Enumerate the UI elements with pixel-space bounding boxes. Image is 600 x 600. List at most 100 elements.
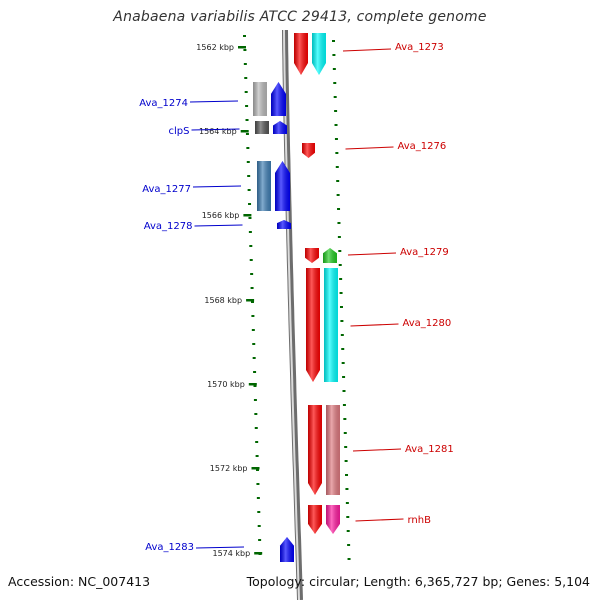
minor-tick-right bbox=[343, 432, 347, 434]
minor-tick-right bbox=[341, 348, 345, 350]
reverse-gene-track2-shade bbox=[253, 82, 267, 116]
minor-tick-left bbox=[247, 189, 251, 191]
minor-tick-left bbox=[255, 455, 259, 457]
reverse-gene-arrow-shade bbox=[271, 82, 286, 116]
minor-tick-right bbox=[342, 376, 346, 378]
minor-tick-right bbox=[334, 138, 338, 140]
minor-tick-left bbox=[256, 483, 260, 485]
forward-gene-arrow-shade bbox=[308, 405, 322, 495]
gene-label-connector bbox=[189, 100, 239, 103]
gene-label[interactable]: Ava_1279 bbox=[400, 247, 449, 258]
minor-tick-right bbox=[334, 110, 338, 112]
gene-label[interactable]: Ava_1274 bbox=[139, 98, 188, 109]
gene-label-connector bbox=[192, 185, 242, 188]
minor-tick-right bbox=[345, 488, 349, 490]
minor-tick-left bbox=[243, 35, 246, 37]
minor-tick-right bbox=[333, 96, 337, 98]
minor-tick-left bbox=[256, 469, 260, 471]
minor-tick-left bbox=[250, 287, 254, 289]
major-tick bbox=[248, 383, 257, 386]
major-tick bbox=[251, 467, 260, 470]
kbp-tick-label: 1570 kbp bbox=[207, 380, 245, 389]
major-tick bbox=[240, 130, 249, 133]
gene-label[interactable]: rnhB bbox=[408, 515, 432, 526]
minor-tick-left bbox=[245, 105, 249, 107]
minor-tick-right bbox=[342, 404, 346, 406]
minor-tick-right bbox=[336, 180, 340, 182]
forward-gene-track2-shade bbox=[324, 268, 338, 382]
gene-label[interactable]: Ava_1277 bbox=[142, 184, 191, 195]
forward-gene-arrow-shade bbox=[302, 143, 315, 158]
gene-label-connector bbox=[195, 546, 245, 549]
minor-tick-left bbox=[258, 539, 262, 541]
minor-tick-right bbox=[346, 516, 350, 518]
minor-tick-left bbox=[257, 525, 261, 527]
forward-gene-arrow-shade bbox=[306, 268, 320, 382]
minor-tick-left bbox=[254, 413, 258, 415]
minor-tick-right bbox=[334, 124, 338, 126]
minor-tick-left bbox=[251, 329, 255, 331]
minor-tick-right bbox=[337, 236, 341, 238]
minor-tick-left bbox=[247, 175, 251, 177]
gene-label[interactable]: Ava_1278 bbox=[144, 221, 193, 232]
kbp-tick-label: 1562 kbp bbox=[196, 43, 234, 52]
gene-label[interactable]: Ava_1281 bbox=[405, 444, 454, 455]
gene-label[interactable]: clpS bbox=[169, 126, 190, 137]
minor-tick-right bbox=[337, 208, 341, 210]
minor-tick-right bbox=[339, 278, 343, 280]
minor-tick-left bbox=[250, 301, 254, 303]
major-tick bbox=[238, 46, 246, 49]
topology-text: Topology: circular; Length: 6,365,727 bp… bbox=[246, 574, 590, 589]
minor-tick-right bbox=[344, 446, 348, 448]
minor-tick-right bbox=[343, 418, 347, 420]
minor-tick-left bbox=[249, 245, 253, 247]
minor-tick-right bbox=[332, 54, 336, 56]
forward-gene-arrow-shade bbox=[308, 505, 322, 534]
gene-label-connector bbox=[355, 518, 404, 522]
genome-title: Anabaena variabilis ATCC 29413, complete… bbox=[113, 9, 487, 25]
minor-tick-left bbox=[253, 399, 257, 401]
minor-tick-left bbox=[249, 259, 253, 261]
accession-text: Accession: NC_007413 bbox=[8, 574, 151, 589]
major-tick bbox=[254, 552, 263, 555]
minor-tick-left bbox=[253, 385, 257, 387]
minor-tick-right bbox=[346, 530, 350, 532]
kbp-tick-label: 1568 kbp bbox=[204, 296, 242, 305]
gene-label-connector bbox=[347, 252, 397, 256]
kbp-tick-label: 1574 kbp bbox=[212, 549, 250, 558]
gene-label-connector bbox=[352, 448, 402, 452]
forward-gene-track2-shade bbox=[326, 405, 340, 495]
gene-label-connector bbox=[342, 48, 392, 52]
gene-label[interactable]: Ava_1280 bbox=[403, 318, 452, 329]
minor-tick-left bbox=[255, 441, 259, 443]
minor-tick-right bbox=[333, 82, 337, 84]
minor-tick-right bbox=[345, 502, 349, 504]
minor-tick-right bbox=[337, 222, 341, 224]
minor-tick-left bbox=[251, 315, 255, 317]
minor-tick-right bbox=[341, 362, 345, 364]
gene-label[interactable]: Ava_1276 bbox=[398, 141, 447, 152]
forward-gene-arrow-shade bbox=[294, 33, 308, 75]
minor-tick-left bbox=[250, 273, 254, 275]
minor-tick-right bbox=[338, 250, 342, 252]
minor-tick-left bbox=[248, 217, 252, 219]
gene-label[interactable]: Ava_1283 bbox=[145, 542, 194, 553]
minor-tick-left bbox=[248, 203, 252, 205]
kbp-tick-label: 1572 kbp bbox=[210, 464, 248, 473]
kbp-tick-label: 1564 kbp bbox=[199, 127, 237, 136]
gene-label-connector bbox=[345, 146, 394, 150]
minor-tick-right bbox=[347, 558, 351, 560]
minor-tick-right bbox=[339, 292, 343, 294]
minor-tick-right bbox=[344, 460, 348, 462]
minor-tick-left bbox=[257, 511, 261, 513]
minor-tick-left bbox=[245, 133, 249, 135]
gene-label-connector bbox=[191, 128, 240, 131]
minor-tick-left bbox=[256, 497, 260, 499]
minor-tick-left bbox=[243, 63, 247, 65]
reverse-gene-arrow-shade bbox=[277, 220, 291, 229]
gene-label-connector bbox=[194, 224, 243, 227]
minor-tick-right bbox=[347, 544, 351, 546]
gene-label[interactable]: Ava_1273 bbox=[395, 42, 444, 53]
minor-tick-right bbox=[335, 166, 339, 168]
